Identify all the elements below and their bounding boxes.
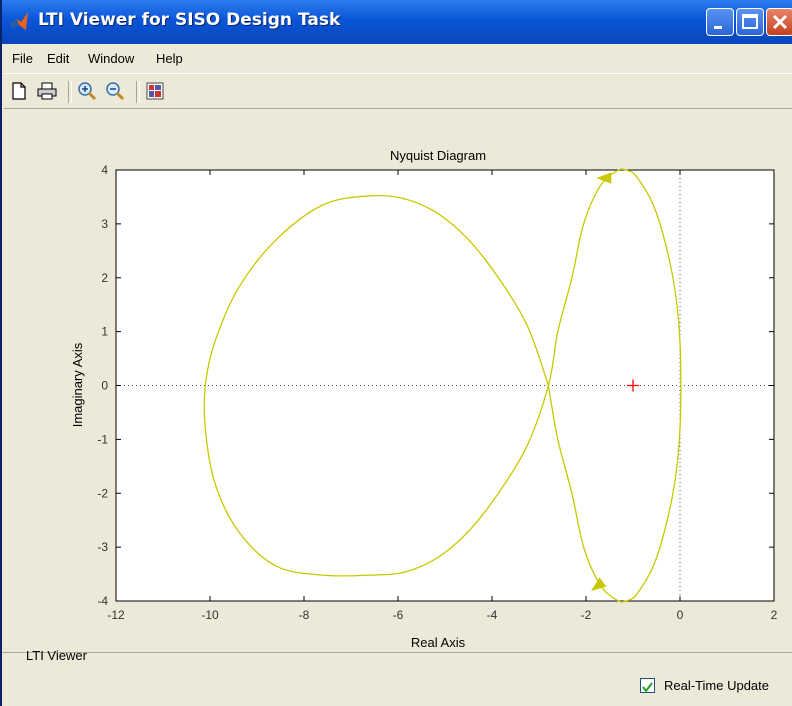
menu-window[interactable]: Window	[88, 51, 135, 66]
close-icon	[772, 14, 788, 30]
menu-bar: File Edit Window Help	[4, 48, 792, 70]
x-tick-label: 0	[677, 608, 684, 622]
x-tick-label: 2	[771, 608, 778, 622]
direction-arrows	[591, 172, 612, 591]
realtime-update-label: Real-Time Update	[664, 678, 770, 693]
plot-configurations-icon[interactable]	[144, 80, 166, 102]
chart-title: Nyquist Diagram	[390, 148, 486, 163]
y-ticks: -4 -3 -2 -1 0 1 2 3 4	[97, 163, 774, 608]
realtime-update-checkbox[interactable]	[640, 678, 655, 693]
title-bar[interactable]: LTI Viewer for SISO Design Task	[2, 0, 792, 44]
print-icon[interactable]	[36, 80, 58, 102]
new-document-icon[interactable]	[8, 80, 30, 102]
plot-area: -12 -10 -8 -6 -4 -2 0 2 -4 -3 -2 -1 0 1 2 3 4 Nyquist D…	[4, 112, 792, 650]
y-tick-label: -4	[97, 594, 108, 608]
x-tick-label: -12	[107, 608, 125, 622]
x-tick-label: -4	[487, 608, 498, 622]
toolbar	[4, 73, 792, 109]
zoom-out-icon[interactable]	[104, 80, 126, 102]
status-bar	[2, 652, 792, 706]
minimize-icon	[714, 26, 722, 29]
x-tick-label: -2	[581, 608, 592, 622]
critical-point-plus	[627, 379, 639, 392]
status-text: LTI Viewer	[26, 648, 87, 663]
window-title: LTI Viewer for SISO Design Task	[38, 10, 341, 30]
menu-file[interactable]: File	[12, 51, 33, 66]
x-axis-label: Real Axis	[411, 635, 466, 650]
y-tick-label: -2	[97, 486, 108, 500]
y-tick-label: 2	[101, 271, 108, 285]
y-tick-label: 0	[101, 379, 108, 393]
y-axis-label: Imaginary Axis	[70, 342, 85, 427]
checkmark-icon	[642, 682, 653, 693]
y-tick-label: -3	[97, 540, 108, 554]
menu-help[interactable]: Help	[156, 51, 183, 66]
maximize-icon	[742, 14, 758, 29]
x-tick-label: -6	[393, 608, 404, 622]
reference-lines	[116, 170, 774, 601]
zoom-in-icon[interactable]	[76, 80, 98, 102]
maximize-button[interactable]	[736, 8, 764, 36]
y-tick-label: 1	[101, 325, 108, 339]
direction-arrow	[591, 577, 607, 591]
y-tick-label: -1	[97, 432, 108, 446]
close-button[interactable]	[766, 8, 792, 36]
toolbar-separator	[136, 81, 140, 103]
x-ticks: -12 -10 -8 -6 -4 -2 0 2	[107, 170, 778, 622]
toolbar-separator	[68, 81, 72, 103]
nyquist-curve-0	[203, 168, 682, 603]
menu-edit[interactable]: Edit	[47, 51, 70, 66]
matlab-logo-icon	[10, 12, 28, 30]
nyquist-curves	[203, 168, 682, 603]
x-tick-label: -10	[201, 608, 219, 622]
direction-arrow	[596, 172, 612, 184]
x-tick-label: -8	[299, 608, 310, 622]
y-tick-label: 3	[101, 217, 108, 231]
y-tick-label: 4	[101, 163, 108, 177]
minimize-button[interactable]	[706, 8, 734, 36]
critical-point-marker	[627, 379, 639, 392]
